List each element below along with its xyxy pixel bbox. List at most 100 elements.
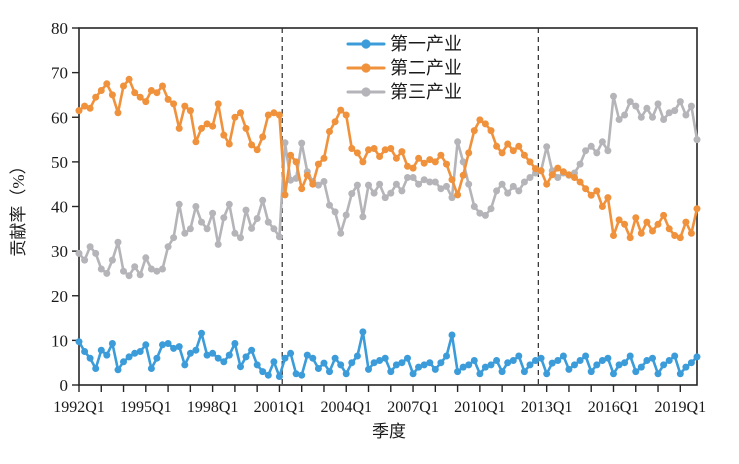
series-primary-industry-point <box>264 371 272 379</box>
series-primary-industry-point <box>682 363 690 371</box>
series-secondary-industry-point <box>487 127 495 135</box>
series-tertiary-industry-point <box>198 218 205 226</box>
legend-label-primary-industry: 第一产业 <box>390 34 462 54</box>
series-secondary-industry-point <box>164 95 172 103</box>
series-secondary-industry-point <box>342 111 350 119</box>
series-secondary-industry-point <box>214 100 222 108</box>
series-secondary-industry-point <box>615 216 623 224</box>
series-primary-industry-point <box>443 352 450 360</box>
series-secondary-industry-point <box>576 178 584 186</box>
series-primary-industry-point <box>509 357 517 364</box>
series-secondary-industry-point <box>582 185 590 193</box>
series-primary-industry-point <box>554 357 562 364</box>
series-primary-industry-point <box>220 358 228 366</box>
series-tertiary-industry-point <box>504 189 512 197</box>
y-tick-label: 40 <box>51 198 68 217</box>
series-secondary-industry-point <box>459 171 467 179</box>
series-secondary-industry-point <box>415 154 423 162</box>
series-secondary-industry-point <box>348 145 356 152</box>
series-secondary-industry-point <box>337 106 345 114</box>
series-secondary-industry-point <box>242 124 250 132</box>
series-tertiary-industry-point <box>108 256 116 264</box>
series-primary-industry-point <box>120 358 127 366</box>
series-primary-industry-point <box>142 341 150 349</box>
series-secondary-industry-point <box>253 146 261 154</box>
series-tertiary-industry-point <box>610 92 617 100</box>
series-primary-industry-point <box>487 361 495 369</box>
series-primary-industry-point <box>370 359 378 367</box>
series-primary-industry-point <box>326 368 333 376</box>
series-secondary-industry-point <box>331 118 339 126</box>
series-tertiary-industry-point <box>493 187 501 195</box>
series-primary-industry-point <box>587 368 595 376</box>
series-tertiary-industry-point <box>253 215 261 222</box>
series-secondary-industry-point <box>520 151 528 159</box>
series-tertiary-industry-point <box>515 187 523 195</box>
series-secondary-industry-point <box>470 127 478 135</box>
series-tertiary-industry-point <box>587 142 595 150</box>
series-secondary-industry-point <box>509 147 517 155</box>
x-axis-title: 季度 <box>372 422 406 441</box>
series-secondary-industry-point <box>443 160 450 168</box>
series-primary-industry-point <box>248 346 256 354</box>
series-secondary-industry-point <box>314 160 322 168</box>
series-primary-industry-point <box>108 340 116 347</box>
series-secondary-industry-point <box>454 191 462 199</box>
series-tertiary-industry-point <box>231 229 239 237</box>
series-tertiary-industry-point <box>136 271 144 279</box>
series-tertiary-industry-point <box>192 203 200 210</box>
series-secondary-industry-point <box>170 100 178 108</box>
y-tick-label: 30 <box>51 242 68 261</box>
series-secondary-industry-point <box>97 87 105 94</box>
series-primary-industry-point <box>426 359 434 367</box>
series-primary-industry-point <box>621 359 629 367</box>
series-tertiary-industry-point <box>554 174 562 181</box>
series-tertiary-industry-point <box>643 104 651 112</box>
series-primary-industry-point <box>203 351 211 359</box>
legend-label-tertiary-industry: 第三产业 <box>390 82 462 102</box>
series-tertiary-industry-point <box>409 174 417 181</box>
series-primary-industry-point <box>387 368 395 376</box>
series-secondary-industry-point <box>587 191 595 199</box>
series-tertiary-industry-point <box>320 178 328 185</box>
series-primary-industry-point <box>164 340 172 347</box>
series-tertiary-industry-point <box>131 263 139 271</box>
series-secondary-industry-point <box>548 171 556 179</box>
series-secondary-industry-point <box>537 167 545 175</box>
series-primary-industry-point <box>604 354 612 362</box>
series-primary-industry-point <box>649 354 656 362</box>
series-tertiary-industry-point <box>326 201 333 209</box>
series-primary-industry-point <box>404 354 411 362</box>
series-primary-industry-point <box>687 359 695 367</box>
series-primary-industry-point <box>348 359 356 367</box>
series-tertiary-industry-point <box>342 211 350 219</box>
series-primary-industry-point <box>81 348 89 355</box>
series-secondary-industry-point <box>270 109 278 117</box>
series-tertiary-industry-point <box>92 249 100 257</box>
series-primary-industry-point <box>192 346 200 354</box>
series-primary-industry-point <box>292 370 300 378</box>
series-secondary-industry-point <box>476 116 484 124</box>
series-primary-industry-point <box>259 368 267 376</box>
series-secondary-industry-point <box>114 109 122 117</box>
series-secondary-industry-point <box>687 229 695 237</box>
series-tertiary-industry-point <box>275 233 283 241</box>
series-tertiary-industry-point <box>270 225 278 233</box>
series-secondary-industry-point <box>309 180 317 188</box>
series-primary-industry-point <box>626 352 634 360</box>
series-primary-industry-point <box>342 370 350 378</box>
series-primary-industry-line <box>77 330 699 378</box>
y-axis-title: 贡献率（%） <box>9 157 28 256</box>
series-tertiary-industry-point <box>509 182 517 190</box>
series-secondary-industry-point <box>381 146 389 154</box>
series-tertiary-industry-point <box>582 147 590 155</box>
series-tertiary-industry-point <box>665 109 673 117</box>
series-tertiary-industry-point <box>170 234 178 242</box>
series-primary-industry-point <box>170 344 178 352</box>
y-tick-label: 80 <box>51 19 68 38</box>
series-tertiary-industry-point <box>125 272 133 280</box>
series-tertiary-industry-point <box>398 187 406 195</box>
series-primary-industry-point <box>504 359 512 367</box>
series-primary-industry-point <box>598 357 606 364</box>
